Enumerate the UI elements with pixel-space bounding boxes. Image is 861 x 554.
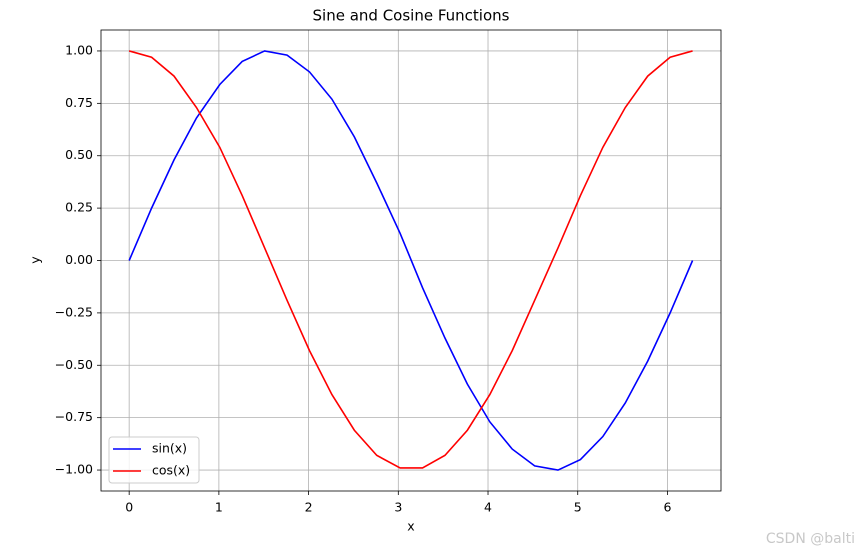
x-tick-label: 0 <box>125 500 133 515</box>
x-tick-label: 2 <box>305 500 313 515</box>
y-axis-label: y <box>28 256 43 264</box>
y-tick-label: 0.25 <box>65 200 93 215</box>
line-series <box>128 50 694 471</box>
y-tick-label: −1.00 <box>55 462 93 477</box>
x-axis-label: x <box>407 519 414 534</box>
y-tick-label: −0.75 <box>55 409 93 424</box>
line-series <box>128 50 693 469</box>
y-tick-label: 0.50 <box>65 147 93 162</box>
watermark: CSDN @balti <box>766 531 855 547</box>
x-tick-label: 3 <box>394 500 402 515</box>
x-tick-label: 6 <box>663 500 671 515</box>
plot-frame <box>100 29 722 492</box>
y-tick-label: 0.00 <box>65 252 93 267</box>
x-tick-label: 1 <box>215 500 223 515</box>
y-tick-label: −0.50 <box>55 357 93 372</box>
x-tick-label: 4 <box>484 500 492 515</box>
x-tick-label: 5 <box>574 500 582 515</box>
chart-title: Sine and Cosine Functions <box>313 7 510 25</box>
legend: sin(x) cos(x) <box>108 436 200 484</box>
legend-label: sin(x) <box>152 441 187 456</box>
y-tick-label: 0.75 <box>65 95 93 110</box>
y-tick-label: −0.25 <box>55 304 93 319</box>
legend-label: cos(x) <box>152 463 190 478</box>
y-tick-label: 1.00 <box>65 42 93 57</box>
